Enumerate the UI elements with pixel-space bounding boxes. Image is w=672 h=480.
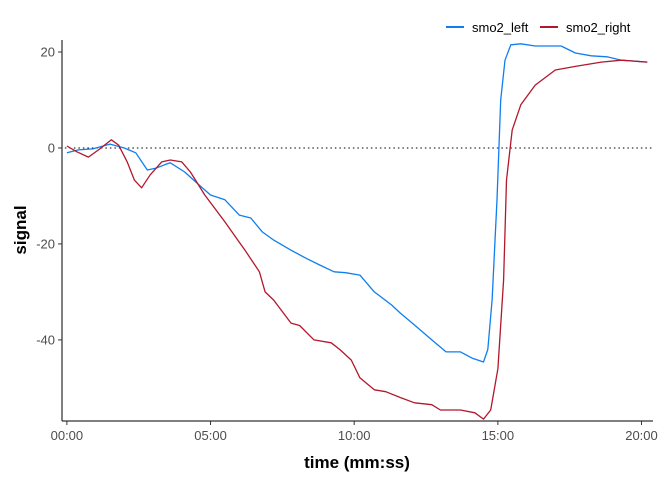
y-ticks: 20 0 -20 -40 <box>36 44 62 347</box>
y-tick-label: 20 <box>41 44 55 59</box>
y-axis-label: signal <box>11 205 30 254</box>
x-tick-label: 10:00 <box>338 428 371 443</box>
series-line-smo2_right <box>66 59 648 420</box>
legend-item-smo2_right: smo2_right <box>540 20 631 35</box>
x-tick-label: 15:00 <box>482 428 515 443</box>
y-tick-label: -20 <box>36 236 55 251</box>
legend-label: smo2_right <box>566 20 631 35</box>
y-tick-label: -40 <box>36 332 55 347</box>
x-axis-label: time (mm:ss) <box>304 453 410 472</box>
series-line-smo2_left <box>66 43 648 363</box>
x-tick-label: 00:00 <box>51 428 84 443</box>
x-tick-label: 05:00 <box>194 428 227 443</box>
x-ticks: 00:00 05:00 10:00 15:00 20:00 <box>51 421 658 443</box>
legend-label: smo2_left <box>472 20 529 35</box>
legend-item-smo2_left: smo2_left <box>446 20 529 35</box>
y-tick-label: 0 <box>48 140 55 155</box>
plot-lines <box>64 43 653 420</box>
x-tick-label: 20:00 <box>625 428 658 443</box>
legend: smo2_left smo2_right <box>446 20 631 35</box>
